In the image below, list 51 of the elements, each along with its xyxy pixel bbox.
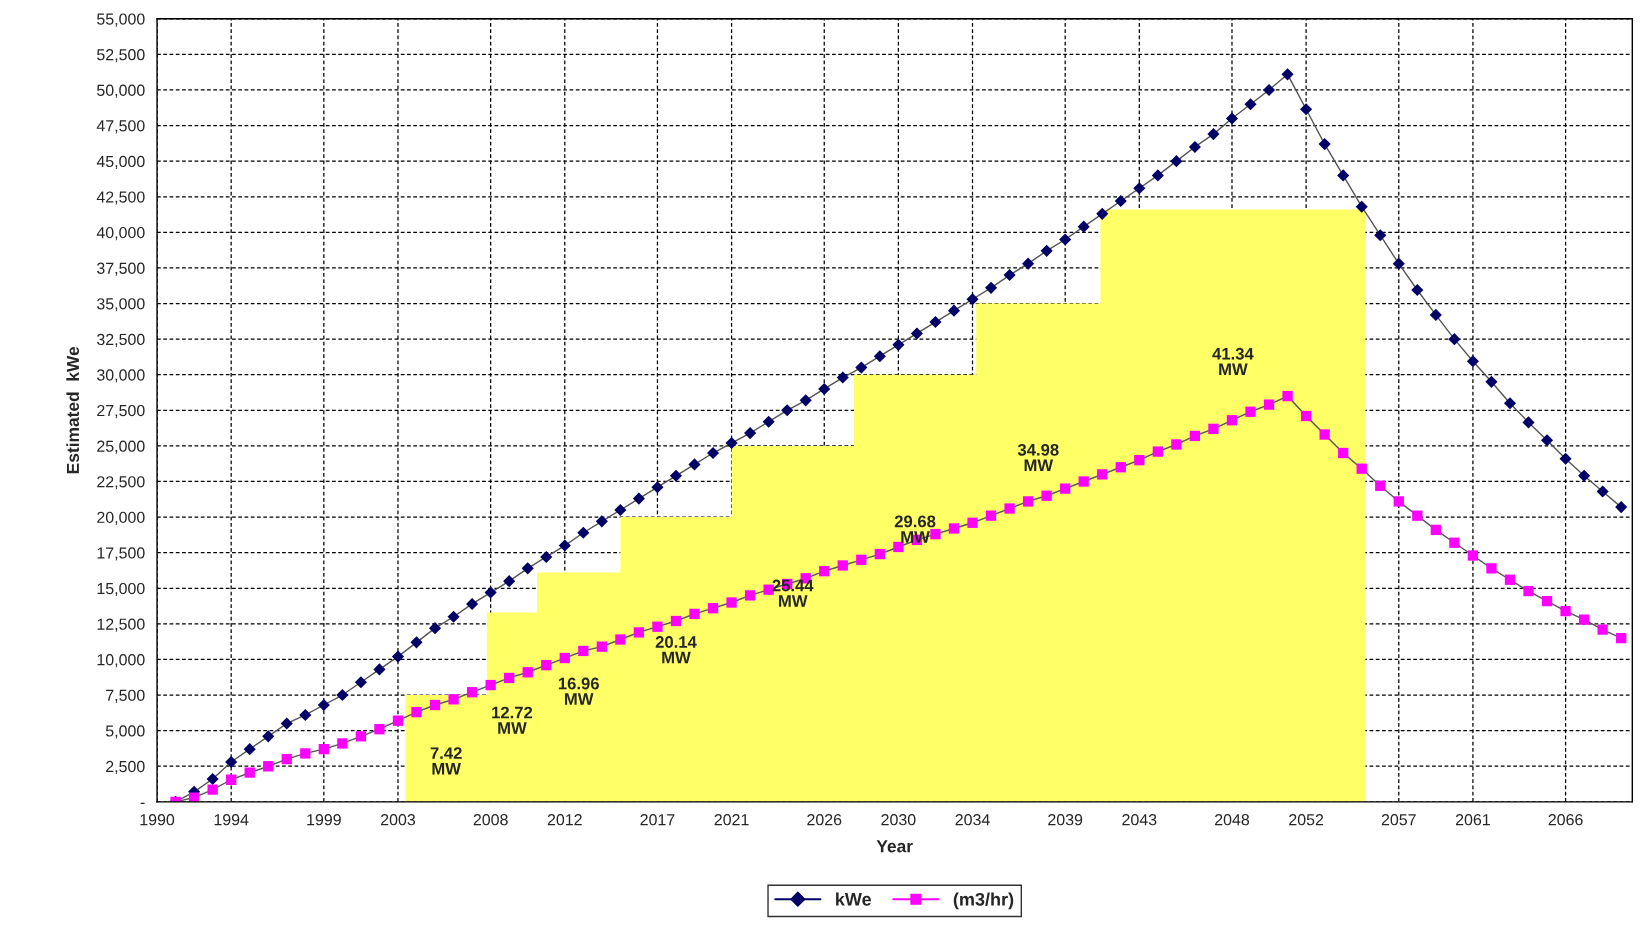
x-tick-label: 2026 bbox=[807, 814, 842, 826]
x-tick-label: 2003 bbox=[381, 814, 416, 826]
x-tick-label: 2057 bbox=[1381, 814, 1416, 826]
x-tick-label: 2048 bbox=[1215, 814, 1250, 826]
x-axis-title: Year bbox=[876, 840, 913, 853]
annotation: 20.14 MW bbox=[655, 636, 697, 664]
y-tick-label: 45,000 bbox=[96, 155, 145, 169]
y-tick-label: 42,500 bbox=[96, 191, 145, 205]
y-tick-label: 12,500 bbox=[97, 618, 145, 632]
annotation: 16.96 MW bbox=[558, 677, 599, 705]
x-tick-label: 2052 bbox=[1289, 814, 1324, 826]
y-tick-label: 32,500 bbox=[97, 333, 145, 347]
x-tick-label: 2066 bbox=[1548, 814, 1583, 826]
y-tick-label: 20,000 bbox=[97, 511, 145, 525]
x-tick-label: 1999 bbox=[307, 814, 341, 826]
annotation: 12.72 MW bbox=[492, 706, 533, 734]
x-tick-label: 2017 bbox=[640, 814, 675, 826]
y-tick-label: 40,000 bbox=[96, 226, 145, 241]
y-tick-label: 22,500 bbox=[97, 476, 145, 490]
x-tick-label: 2030 bbox=[881, 814, 916, 826]
x-tick-label: 2021 bbox=[714, 814, 749, 826]
x-tick-label: 2012 bbox=[547, 814, 582, 826]
x-tick-label: 2008 bbox=[473, 814, 508, 826]
y-tick-label: 5,000 bbox=[105, 725, 145, 739]
x-tick-label: 1990 bbox=[140, 814, 175, 826]
y-tick-label: 55,000 bbox=[97, 13, 145, 27]
annotation: 7.42 MW bbox=[430, 747, 462, 775]
x-tick-label: 2043 bbox=[1122, 814, 1157, 826]
y-tick-label: 47,500 bbox=[96, 120, 145, 134]
y-tick-label: 27,500 bbox=[97, 404, 145, 419]
y-tick-label: 15,000 bbox=[97, 582, 145, 597]
x-tick-label: 1994 bbox=[214, 814, 249, 826]
y-tick-label: 7,500 bbox=[106, 689, 145, 703]
y-axis-title: Estimated kWe bbox=[66, 346, 80, 474]
x-tick-label: 2039 bbox=[1048, 814, 1083, 826]
x-tick-label: 2061 bbox=[1455, 814, 1490, 826]
y-tick-label: 10,000 bbox=[97, 654, 145, 668]
annotation: 34.98 MW bbox=[1017, 443, 1059, 472]
y-tick-label: 35,000 bbox=[97, 298, 145, 312]
y-tick-label: - bbox=[140, 802, 145, 804]
y-tick-label: 37,500 bbox=[97, 262, 145, 276]
legend-label: (m3/hr) bbox=[953, 892, 1014, 910]
y-tick-label: 17,500 bbox=[97, 547, 145, 561]
y-tick-label: 30,000 bbox=[97, 369, 145, 383]
y-tick-label: 52,500 bbox=[97, 49, 145, 63]
annotation: 41.34 MW bbox=[1212, 347, 1254, 376]
y-tick-label: 25,000 bbox=[97, 440, 145, 454]
y-tick-label: 50,000 bbox=[97, 84, 145, 98]
y-tick-label: 2,500 bbox=[106, 760, 145, 775]
legend-label: kWe bbox=[836, 892, 872, 906]
x-tick-label: 2034 bbox=[955, 814, 990, 826]
